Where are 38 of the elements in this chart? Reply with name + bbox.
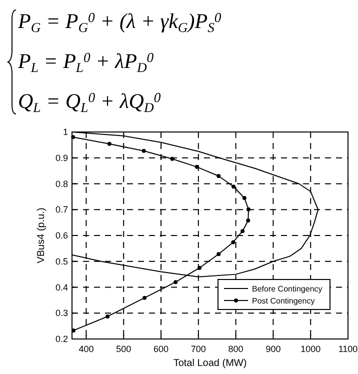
point <box>231 240 236 244</box>
x-tick-label: 1100 <box>338 344 358 354</box>
x-tick-label: 900 <box>266 344 281 354</box>
point <box>170 156 174 161</box>
y-tick-label: 0.2 <box>55 334 68 344</box>
point <box>216 174 221 178</box>
point <box>142 148 146 153</box>
x-tick-label: 500 <box>116 344 132 354</box>
y-tick-label: 0.8 <box>55 178 68 189</box>
point <box>71 135 76 140</box>
x-axis-title: Total Load (MW) <box>173 358 247 369</box>
point <box>240 229 245 234</box>
point <box>174 280 178 284</box>
y-tick-label: 0.3 <box>55 308 68 318</box>
x-tick-label: 600 <box>153 344 169 354</box>
point <box>198 266 202 270</box>
y-tick-label: 0.5 <box>55 256 68 266</box>
y-axis-title: VBus4 (p.u.) <box>36 208 47 264</box>
point <box>107 142 112 146</box>
y-tick-label: 0.4 <box>55 282 68 292</box>
point <box>194 164 199 169</box>
x-tick-label: 1000 <box>300 344 321 354</box>
point <box>246 207 251 212</box>
point <box>106 314 110 318</box>
point <box>216 252 221 256</box>
y-tick-label: 0.7 <box>55 204 68 215</box>
y-tick-label: 0.6 <box>55 230 68 240</box>
point <box>246 218 250 222</box>
x-tick-label: 700 <box>190 344 206 354</box>
legend-label: Post Contingency <box>252 296 315 306</box>
point <box>142 296 147 300</box>
legend-label: Before Contingency <box>252 284 322 294</box>
point <box>242 196 246 200</box>
x-tick-label: 400 <box>78 344 94 354</box>
y-tick-label: 1 <box>62 127 68 137</box>
x-tick-label: 800 <box>228 344 244 354</box>
y-tick-label: 0.9 <box>55 152 68 163</box>
point <box>232 184 236 189</box>
